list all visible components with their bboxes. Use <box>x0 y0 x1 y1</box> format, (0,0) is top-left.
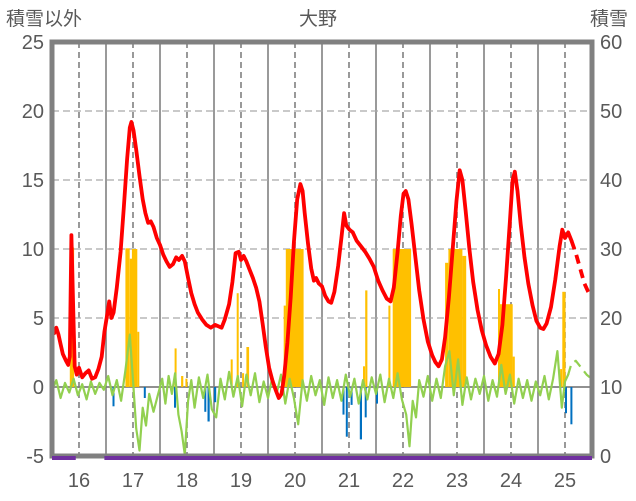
left-axis-tick-label: 20 <box>22 101 44 123</box>
blue-bars-bar <box>174 387 176 408</box>
blue-bars-bar <box>570 387 573 425</box>
blue-bars-bar <box>350 387 353 405</box>
left-axis-tick-label: 10 <box>22 239 44 261</box>
blue-bars-bar <box>376 387 378 404</box>
right-axis-tick-label: 30 <box>600 239 622 261</box>
blue-bars-bar <box>143 387 146 398</box>
right-axis-tick-label: 50 <box>600 101 622 123</box>
orange-bars-bar <box>242 373 245 387</box>
blue-bars-bar <box>359 387 362 440</box>
blue-bars-bar <box>214 387 217 403</box>
right-axis-title: 積雪 <box>589 9 628 30</box>
left-axis-tick-label: -5 <box>26 446 44 468</box>
x-axis-tick-label: 23 <box>446 470 468 492</box>
orange-bars-bar <box>174 348 177 387</box>
red-line-forecast <box>569 240 593 297</box>
blue-bars-bar <box>342 387 345 415</box>
chart-title: 大野 <box>298 9 338 30</box>
x-axis-tick-label: 19 <box>230 470 252 492</box>
left-axis-tick-label: 0 <box>33 377 44 399</box>
blue-bars-bar <box>207 387 210 422</box>
x-axis-tick-label: 22 <box>392 470 414 492</box>
blue-bars-bar <box>204 387 207 412</box>
x-axis-tick-label: 25 <box>554 470 576 492</box>
orange-bars-bar <box>230 359 233 387</box>
right-axis-tick-label: 10 <box>600 377 622 399</box>
orange-bars-bar <box>512 356 515 387</box>
orange-bars-bar <box>236 293 239 387</box>
blue-bars-bar <box>565 387 567 414</box>
right-axis-tick-label: 40 <box>600 170 622 192</box>
x-axis-tick-label: 17 <box>122 470 144 492</box>
x-axis-tick-label: 20 <box>284 470 306 492</box>
red-line <box>50 120 574 400</box>
orange-bars-bar <box>185 378 188 387</box>
orange-bars-bar <box>365 290 368 387</box>
orange-bars-bar <box>388 305 391 387</box>
chart-header: 積雪以外 大野 積雪 <box>0 4 636 30</box>
green-line-forecast <box>567 359 591 379</box>
blue-bars-bar <box>364 387 367 418</box>
orange-bars-bar <box>392 249 412 387</box>
orange-bars-bar <box>129 258 132 387</box>
x-axis-tick-label: 21 <box>338 470 360 492</box>
right-axis-tick-label: 60 <box>600 32 622 54</box>
left-axis-tick-label: 15 <box>22 170 44 192</box>
left-axis-tick-label: 25 <box>22 32 44 54</box>
blue-bars-bar <box>345 387 348 437</box>
x-axis-tick-label: 24 <box>500 470 522 492</box>
orange-bars-bar <box>181 376 184 387</box>
orange-bars-bar <box>131 249 138 387</box>
left-axis-tick-label: 5 <box>33 308 44 330</box>
x-axis-tick-label: 16 <box>68 470 90 492</box>
orange-bars-bar <box>246 347 250 387</box>
orange-bars-bar <box>448 249 463 387</box>
left-axis-title: 積雪以外 <box>6 9 83 30</box>
orange-bars-bar <box>560 369 563 387</box>
orange-bars-bar <box>363 366 365 387</box>
right-axis-tick-label: 0 <box>600 446 611 468</box>
x-axis-tick-label: 18 <box>176 470 198 492</box>
orange-bars-bar <box>462 255 467 387</box>
blue-bars-bar <box>112 387 115 407</box>
green-line <box>50 333 570 456</box>
orange-bars-bar <box>125 248 130 387</box>
orange-bars-bar <box>562 291 566 387</box>
right-axis-tick-label: 20 <box>600 308 622 330</box>
orange-bars-bar <box>137 331 140 387</box>
orange-bars-bar <box>283 305 286 387</box>
